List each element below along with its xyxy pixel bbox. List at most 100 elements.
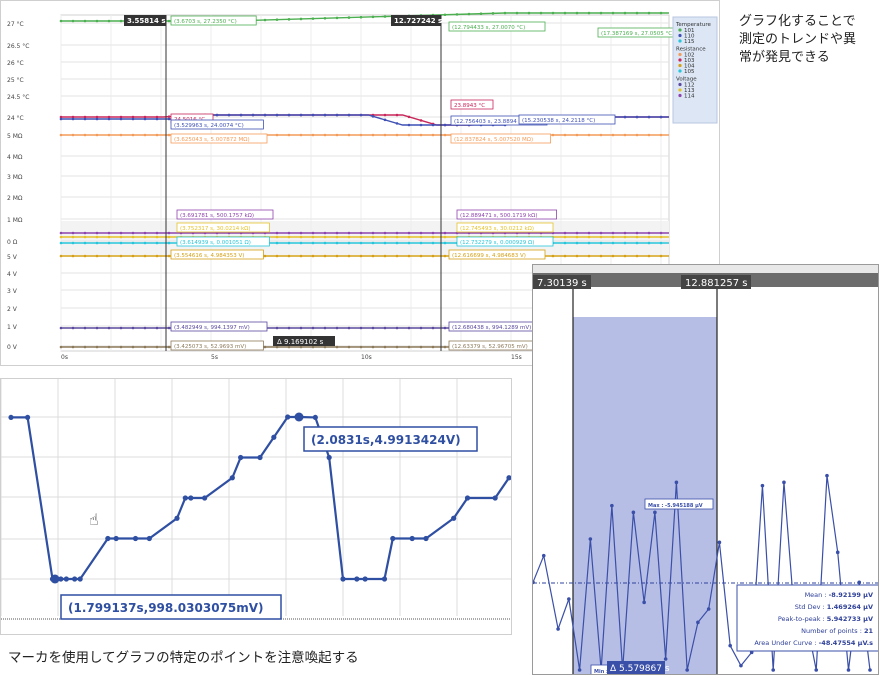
annotation-box <box>518 114 616 125</box>
x-tick-label: 0s <box>61 354 68 361</box>
x-tick-label: 5s <box>211 354 218 361</box>
series-point <box>131 231 135 235</box>
series-point <box>419 133 423 137</box>
series-point <box>347 113 351 117</box>
series-point <box>423 535 429 542</box>
stat-row: Peak-to-peak : 5.942733 μV <box>778 615 873 623</box>
series-point <box>563 231 567 235</box>
multi-channel-plot: 27 °C 26.5 °C 26 °C 25 °C 24.5 °C 24 °C 5 MΩ 4 … <box>7 11 718 361</box>
series-point <box>359 254 363 258</box>
series-point <box>587 11 591 15</box>
legend-item: 114 <box>684 94 695 100</box>
series-point <box>107 326 111 330</box>
annotation-label: 23.8943 °C <box>454 103 485 109</box>
series-point <box>188 495 194 501</box>
series-point <box>551 11 555 15</box>
series-point <box>443 326 447 330</box>
series-point <box>335 235 339 239</box>
annotation-label: (3.529963 s, 24.0074 °C) <box>174 123 244 129</box>
series-point <box>541 553 546 558</box>
series-point <box>659 241 663 245</box>
series-point <box>299 254 303 258</box>
series-point <box>599 133 603 137</box>
multi-channel-chart: 27 °C 26.5 °C 26 °C 25 °C 24.5 °C 24 °C 5 MΩ 4 … <box>0 0 720 366</box>
series-point <box>395 231 399 235</box>
series-point <box>407 345 411 349</box>
series-point <box>407 254 411 258</box>
series-point <box>383 254 387 258</box>
stat-value: 1.469264 μV <box>827 603 873 611</box>
series-point <box>409 535 415 542</box>
series-point <box>59 241 63 245</box>
series-point <box>642 600 646 605</box>
annotation-box <box>448 249 546 260</box>
marker-chart: (2.0831s,4.9913424V) (1.799137s,998.03030… <box>0 378 512 635</box>
series-point <box>527 11 531 15</box>
series-point <box>202 495 208 501</box>
series-point <box>835 550 840 555</box>
series-point <box>443 133 447 137</box>
series-point <box>174 515 180 521</box>
series-point <box>371 326 375 330</box>
series-point <box>215 113 219 117</box>
series-point <box>311 235 315 239</box>
y-tick-label: 3 MΩ <box>7 174 23 181</box>
series-point <box>59 115 63 119</box>
stat-row: Number of points : 21 <box>801 627 873 635</box>
series-point <box>83 19 87 23</box>
legend-swatch <box>678 82 682 87</box>
series-point <box>647 11 651 15</box>
legend-group-title: Voltage <box>676 77 697 83</box>
series-point <box>623 235 627 239</box>
series-point <box>326 454 332 461</box>
series-point <box>575 241 579 245</box>
series-point <box>167 345 171 349</box>
series-point <box>25 414 31 421</box>
series-point <box>359 231 363 235</box>
marker-label-box <box>303 426 478 452</box>
series-point <box>8 414 14 421</box>
annotation-label: (3.425073 s, 52.9693 mV) <box>174 344 246 350</box>
series-point <box>347 16 351 19</box>
series-point <box>371 345 375 349</box>
series-point <box>539 11 543 15</box>
series-point <box>599 235 603 239</box>
legend-swatch <box>678 93 682 98</box>
series-point <box>119 231 123 235</box>
series-point <box>167 241 171 245</box>
series-point <box>143 345 147 349</box>
series-point <box>371 115 375 118</box>
series-point <box>551 133 555 137</box>
legend-swatch <box>678 52 682 57</box>
y-tick-label: 1 MΩ <box>7 217 23 224</box>
series-point <box>323 113 327 117</box>
annotation-box <box>176 209 274 220</box>
series-point <box>653 510 657 515</box>
series-point <box>443 13 447 17</box>
series-point <box>167 133 171 137</box>
series-point <box>395 254 399 258</box>
legend-item: 112 <box>684 83 695 89</box>
series-point <box>599 254 603 258</box>
series-point <box>359 113 363 117</box>
series-point <box>479 12 483 16</box>
series-point <box>71 231 75 235</box>
series-point <box>119 235 123 239</box>
marker-point <box>294 412 304 422</box>
annotation-box <box>448 21 546 32</box>
annotation-label: (3.691781 s, 500.1757 kΩ) <box>180 213 254 219</box>
series-point <box>95 133 99 137</box>
series-point <box>611 241 615 245</box>
stat-value: -8.92199 μV <box>829 591 873 599</box>
series-point <box>299 235 303 239</box>
series-point <box>659 231 663 235</box>
series-point <box>407 123 411 127</box>
series-point <box>155 117 159 121</box>
series-point <box>107 231 111 235</box>
annotation-box <box>170 119 264 130</box>
series-point <box>323 345 327 349</box>
series-point <box>599 241 603 245</box>
series-point <box>299 17 303 21</box>
series-point <box>395 122 399 125</box>
series-point <box>71 117 75 121</box>
